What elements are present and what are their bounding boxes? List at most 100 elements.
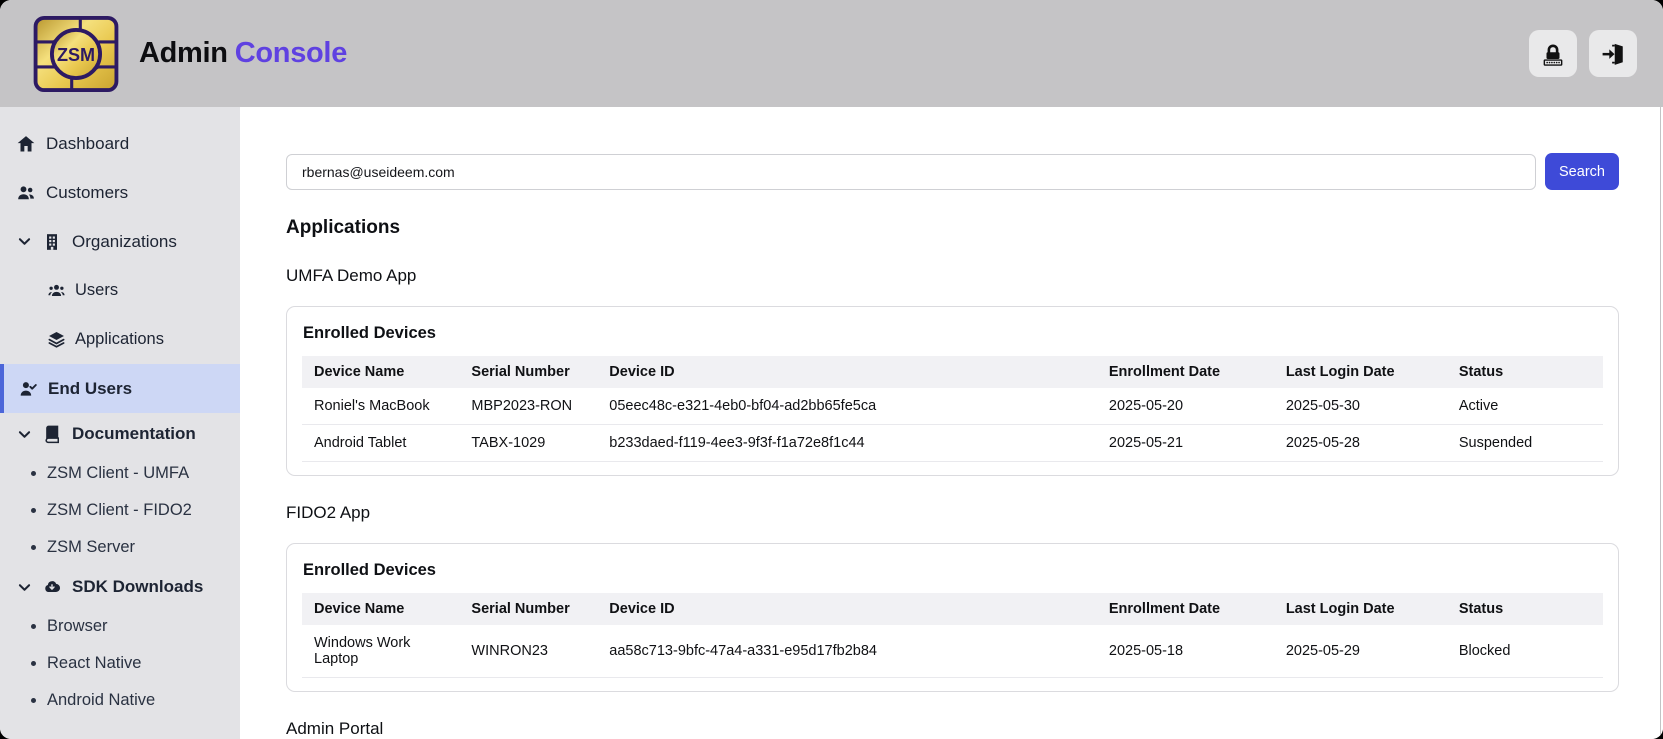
cell-device-name: Android Tablet [302,424,460,462]
table-row: Android Tablet TABX-1029 b233daed-f119-4… [302,424,1603,462]
sidebar-item-customers[interactable]: Customers [0,168,240,217]
cell-serial-number: TABX-1029 [459,424,598,462]
sidebar-item-label: Organizations [72,231,177,251]
sidebar-item-label: React Native [47,654,142,672]
sidebar-item-react-native[interactable]: React Native [0,645,240,682]
search-button[interactable]: Search [1545,153,1619,190]
cell-serial-number: WINRON23 [459,625,598,678]
home-icon [17,135,35,151]
sidebar-item-zsm-client-umfa[interactable]: ZSM Client - UMFA [0,455,240,492]
column-header: Device Name [302,356,460,388]
sidebar-item-zsm-server[interactable]: ZSM Server [0,529,240,566]
table-row: Roniel's MacBook MBP2023-RON 05eec48c-e3… [302,388,1603,425]
sidebar-item-label: SDK Downloads [72,577,204,596]
cell-device-name: Windows Work Laptop [302,625,460,678]
cell-status: Suspended [1446,424,1603,462]
sidebar-item-label: Documentation [72,424,196,443]
sidebar-item-browser[interactable]: Browser [0,608,240,645]
chevron-down-icon [18,238,31,245]
sidebar-item-label: Browser [47,617,108,635]
cell-enrollment-date: 2025-05-21 [1096,424,1274,462]
sidebar-item-label: ZSM Server [47,538,136,556]
column-header: Device Name [302,593,460,625]
sidebar-item-label: Android Native [47,691,156,709]
column-header: Last Login Date [1273,593,1447,625]
sidebar-item-zsm-client-fido2[interactable]: ZSM Client - FIDO2 [0,492,240,529]
header: ZSM Admin Console [0,0,1663,107]
sidebar-item-android-native[interactable]: Android Native [0,682,240,719]
sidebar-item-label: Applications [75,330,164,348]
logout-button[interactable] [1589,30,1637,77]
applications-section-title: Applications [286,217,401,238]
book-icon [45,425,59,444]
change-password-button[interactable] [1529,30,1577,77]
sidebar-item-label: ZSM Client - UMFA [47,464,190,482]
sidebar-item-organizations[interactable]: Organizations [0,217,240,266]
bullet-icon [31,661,36,666]
table-header-row: Device Name Serial Number Device ID Enro… [302,593,1603,625]
sidebar-item-label: End Users [48,378,133,398]
column-header: Status [1446,356,1603,388]
column-header: Enrollment Date [1096,356,1274,388]
enrolled-devices-card-fido2: Enrolled Devices Device Name Serial Numb… [286,543,1619,692]
app-name-umfa-demo: UMFA Demo App [286,266,417,285]
bullet-icon [31,624,36,629]
search-bar: Search [286,153,1619,190]
cell-last-login-date: 2025-05-30 [1273,388,1447,425]
table-header-row: Device Name Serial Number Device ID Enro… [302,356,1603,388]
cell-enrollment-date: 2025-05-18 [1096,625,1274,678]
sidebar-item-label: Customers [46,182,129,202]
sidebar-item-users[interactable]: Users [0,266,240,315]
sidebar-item-documentation[interactable]: Documentation [0,413,240,455]
bullet-icon [31,471,36,476]
card-title: Enrolled Devices [303,561,436,579]
column-header: Status [1446,593,1603,625]
main-content: Search Applications UMFA Demo App Enroll… [240,107,1663,739]
lock-password-icon [1543,43,1563,66]
app-name-fido2: FIDO2 App [286,503,371,522]
cell-device-id: 05eec48c-e321-4eb0-bf04-ad2bb65fe5ca [597,388,1097,425]
title-primary: Admin [139,37,228,69]
cloud-download-icon [45,581,61,593]
sidebar-item-dashboard[interactable]: Dashboard [0,119,240,168]
search-input[interactable] [286,153,1536,190]
column-header: Serial Number [459,593,598,625]
zsm-chip-logo: ZSM [33,15,119,92]
cell-enrollment-date: 2025-05-20 [1096,388,1274,425]
enrolled-devices-table-umfa: Device Name Serial Number Device ID Enro… [302,356,1603,462]
user-check-icon [20,381,37,396]
user-group-icon [48,284,65,297]
cell-last-login-date: 2025-05-28 [1273,424,1447,462]
logout-icon [1602,43,1623,65]
window-edge-line [1660,107,1661,739]
enrolled-devices-table-fido2: Device Name Serial Number Device ID Enro… [302,593,1603,678]
table-row: Windows Work Laptop WINRON23 aa58c713-9b… [302,625,1603,678]
cell-status: Active [1446,388,1603,425]
sidebar: Dashboard Customers [0,107,240,739]
cell-device-id: aa58c713-9bfc-47a4-a331-e95d17fb2b84 [597,625,1097,678]
cell-device-name: Roniel's MacBook [302,388,460,425]
title-accent: Console [234,37,348,69]
sidebar-item-applications[interactable]: Applications [0,315,240,364]
column-header: Serial Number [459,356,598,388]
building-icon [47,233,57,250]
chevron-down-icon [18,583,31,591]
sidebar-item-label: ZSM Client - FIDO2 [47,501,192,519]
sidebar-item-sdk-downloads[interactable]: SDK Downloads [0,566,240,608]
layers-icon [48,332,65,348]
users-icon [18,185,34,199]
app-name-admin-portal: Admin Portal [286,719,384,738]
page-title: Admin Console [139,37,347,70]
logo-text: ZSM [57,44,95,64]
chevron-down-icon [18,430,31,438]
card-title: Enrolled Devices [303,324,436,342]
column-header: Device ID [597,356,1097,388]
sidebar-item-end-users[interactable]: End Users [0,364,240,413]
bullet-icon [31,545,36,550]
sidebar-item-label: Users [75,281,119,299]
cell-device-id: b233daed-f119-4ee3-9f3f-f1a72e8f1c44 [597,424,1097,462]
column-header: Last Login Date [1273,356,1447,388]
column-header: Enrollment Date [1096,593,1274,625]
bullet-icon [31,508,36,513]
